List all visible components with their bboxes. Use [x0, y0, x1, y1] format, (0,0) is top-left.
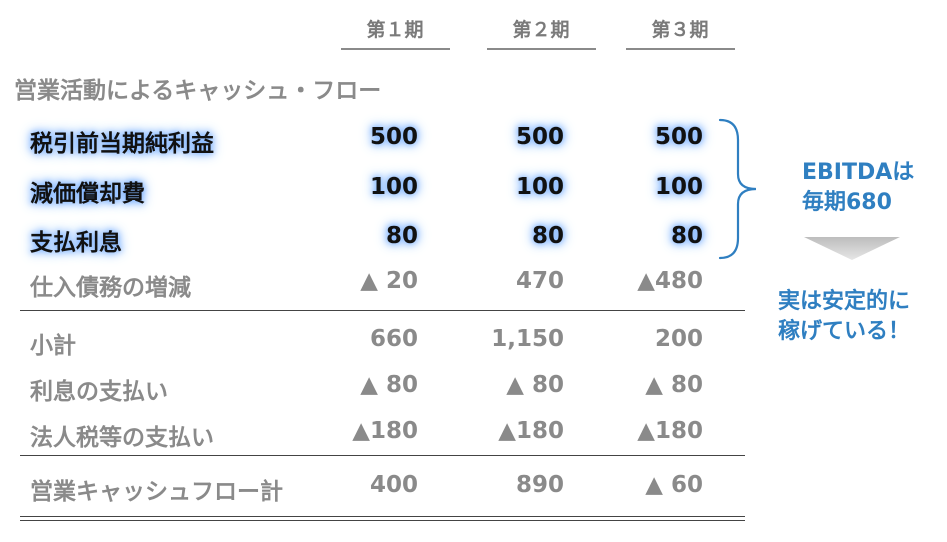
- cell-payables-change-p3: ▲480: [637, 268, 703, 294]
- period-header-underline: [626, 48, 735, 50]
- bottom-double-rule-bottom: [20, 520, 745, 521]
- cell-pretax-income-p1: 500: [369, 124, 418, 150]
- cell-interest-expense-p1: 80: [385, 223, 418, 249]
- cell-pretax-income-p2: 500: [515, 124, 564, 150]
- period-header-underline: [341, 48, 450, 50]
- cell-depreciation-p3: 100: [654, 174, 703, 200]
- cell-taxes-paid-p1: ▲180: [352, 418, 418, 444]
- period-header-1: 第１期: [366, 19, 424, 41]
- cell-payables-change-p2: 470: [515, 268, 564, 294]
- cell-interest-expense-p2: 80: [531, 223, 564, 249]
- curly-brace-icon: [718, 118, 757, 260]
- period-header-underline: [487, 48, 596, 50]
- cell-interest-paid-p1: ▲ 80: [360, 372, 418, 398]
- cell-operating-cf-total-p3: ▲ 60: [645, 472, 703, 498]
- row-label-interest-expense: 支払利息: [30, 230, 122, 256]
- down-arrow-icon: [804, 237, 900, 260]
- period-header-3: 第３期: [651, 19, 709, 41]
- ebitda-note-line1: EBITDAは: [802, 160, 915, 185]
- cell-operating-cf-total-p2: 890: [515, 472, 564, 498]
- row-label-depreciation: 減価償却費: [30, 181, 145, 207]
- conclusion-note-line1: 実は安定的に: [778, 289, 911, 314]
- ebitda-note-line2: 毎期680: [802, 190, 892, 215]
- cell-subtotal-p1: 660: [369, 326, 418, 352]
- cell-interest-paid-p3: ▲ 80: [645, 372, 703, 398]
- row-label-subtotal: 小計: [30, 333, 76, 359]
- cell-interest-paid-p2: ▲ 80: [506, 372, 564, 398]
- conclusion-note-line2: 稼げている！: [778, 319, 911, 344]
- cell-pretax-income-p3: 500: [654, 124, 703, 150]
- row-label-taxes-paid: 法人税等の支払い: [30, 425, 214, 451]
- row-label-interest-paid: 利息の支払い: [30, 379, 168, 405]
- cell-subtotal-p3: 200: [654, 326, 703, 352]
- bottom-double-rule-top: [20, 516, 745, 517]
- cell-payables-change-p1: ▲ 20: [360, 268, 418, 294]
- cell-operating-cf-total-p1: 400: [369, 472, 418, 498]
- cell-depreciation-p2: 100: [515, 174, 564, 200]
- section-title: 営業活動によるキャッシュ・フロー: [14, 78, 382, 104]
- period-header-2: 第２期: [512, 19, 570, 41]
- row-label-operating-cf-total: 営業キャッシュフロー計: [30, 479, 283, 505]
- cell-taxes-paid-p3: ▲180: [637, 418, 703, 444]
- row-label-pretax-income: 税引前当期純利益: [30, 131, 214, 157]
- subtotal-divider: [20, 310, 745, 311]
- row-label-payables-change: 仕入債務の増減: [30, 275, 191, 301]
- cell-taxes-paid-p2: ▲180: [498, 418, 564, 444]
- cell-interest-expense-p3: 80: [670, 223, 703, 249]
- total-divider: [20, 455, 745, 456]
- cell-depreciation-p1: 100: [369, 174, 418, 200]
- cell-subtotal-p2: 1,150: [491, 326, 564, 352]
